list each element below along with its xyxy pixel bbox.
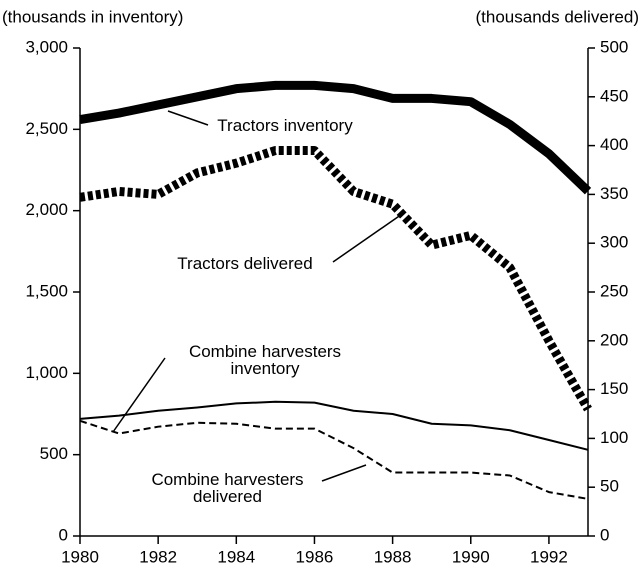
y-tick-label: 1,500	[25, 281, 68, 300]
y-axis-label: (thousands in inventory)	[2, 7, 183, 26]
x-tick-label: 1980	[61, 547, 99, 566]
x-tick-label: 1988	[374, 547, 412, 566]
series-line	[79, 80, 592, 195]
x-tick-label: 1982	[139, 547, 177, 566]
x-tick-label: 1990	[452, 547, 490, 566]
y-tick-label: 500	[40, 444, 68, 463]
x-tick-label: 1984	[217, 547, 255, 566]
y-tick-label: 2,000	[25, 200, 68, 219]
x-tick-label: 1986	[296, 547, 334, 566]
y-tick-label: 0	[59, 525, 68, 544]
x-tick-label: 1992	[530, 547, 568, 566]
y2-tick-label: 200	[600, 330, 628, 349]
series-line	[79, 400, 589, 451]
y2-tick-label: 0	[600, 525, 609, 544]
leader-line	[112, 357, 166, 433]
leader-line	[321, 464, 367, 482]
y-tick-label: 3,000	[25, 37, 68, 56]
leader-line	[332, 211, 406, 263]
y2-axis-label: (thousands delivered)	[476, 7, 639, 26]
y2-tick-label: 450	[600, 86, 628, 105]
y2-tick-label: 250	[600, 281, 628, 300]
series-label: Combine harvesters inventory	[188, 342, 342, 378]
y2-tick-label: 300	[600, 233, 628, 252]
series-label: Tractors inventory	[217, 116, 353, 135]
y-tick-label: 1,000	[25, 363, 68, 382]
series-label: Combine harvesters delivered	[151, 470, 304, 506]
y2-tick-label: 50	[600, 477, 619, 496]
series-line	[79, 419, 589, 500]
leader-line	[167, 110, 209, 126]
y-tick-label: 2,500	[25, 119, 68, 138]
y2-tick-label: 150	[600, 379, 628, 398]
y2-tick-label: 350	[600, 184, 628, 203]
y2-tick-label: 100	[600, 428, 628, 447]
series-label: Tractors delivered	[177, 254, 313, 273]
y2-tick-label: 500	[600, 37, 628, 56]
series-line	[79, 145, 592, 412]
y2-tick-label: 400	[600, 135, 628, 154]
